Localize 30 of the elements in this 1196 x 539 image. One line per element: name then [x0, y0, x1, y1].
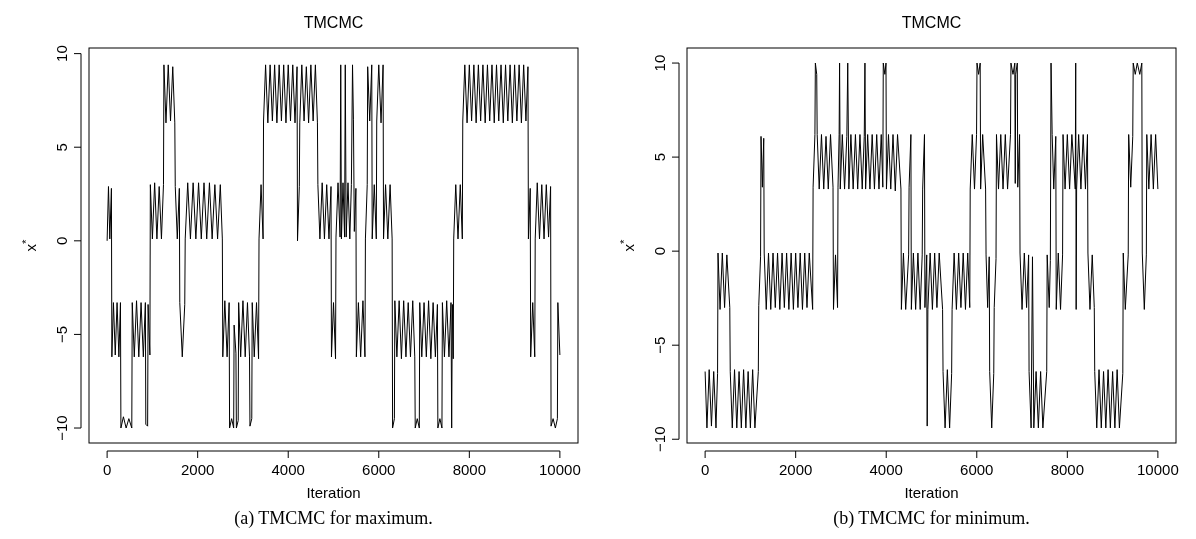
line-series — [704, 62, 1159, 429]
x-tick-label: 2000 — [778, 461, 813, 478]
chart-title: TMCMC — [901, 14, 962, 31]
text: (b) TMCMC for minimum. — [833, 508, 1030, 529]
x-tick-label: 4000 — [869, 461, 903, 478]
x-tick-label: 10000 — [1137, 461, 1179, 478]
x-tick-label: 8000 — [452, 461, 487, 478]
line-series — [106, 64, 561, 429]
x-tick-label: 10000 — [539, 461, 581, 478]
x-tick-label: 0 — [700, 461, 710, 478]
y-tick-label: −5 — [53, 325, 70, 343]
y-tick-label: 10 — [651, 54, 668, 72]
x-tick-label: 0 — [102, 461, 112, 478]
y-tick-label: 10 — [53, 45, 70, 62]
x-axis-title: Iteration — [904, 484, 959, 501]
x-tick-label: 6000 — [362, 461, 396, 478]
y-tick-label: 0 — [53, 236, 70, 245]
x-tick-label: 6000 — [960, 461, 994, 478]
x-tick-label: 2000 — [180, 461, 215, 478]
y-tick-label: −10 — [651, 426, 668, 452]
y-tick-label: −10 — [53, 415, 70, 441]
x-axis-title: Iteration — [306, 484, 361, 501]
y-tick-label: 0 — [651, 246, 668, 256]
x-tick-label: 8000 — [1050, 461, 1085, 478]
text: (a) TMCMC for maximum. — [234, 508, 433, 529]
x-tick-label: 4000 — [271, 461, 305, 478]
chart-title: TMCMC — [303, 14, 364, 31]
y-tick-label: 5 — [53, 143, 70, 152]
y-tick-label: 5 — [651, 152, 668, 162]
y-tick-label: −5 — [651, 336, 668, 354]
